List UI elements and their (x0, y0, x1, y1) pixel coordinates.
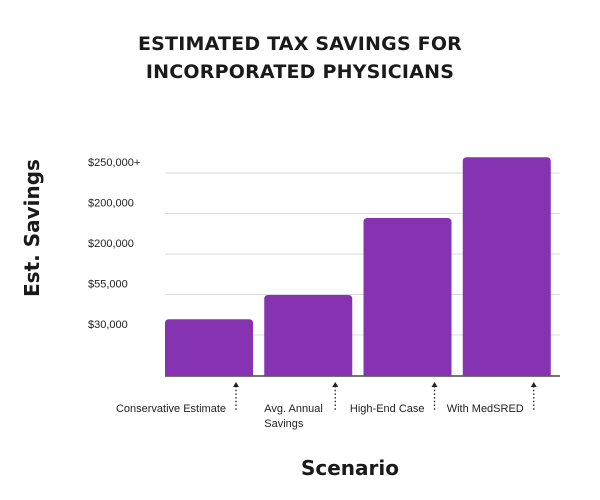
chart-title: ESTIMATED TAX SAVINGS FOR INCORPORATED P… (0, 30, 600, 86)
bar (165, 319, 253, 376)
category-arrow-head (233, 382, 239, 387)
y-tick-label: $55,000 (88, 279, 128, 291)
category-label: Conservative Estimate (116, 403, 226, 415)
y-tick-label: $200,000 (88, 198, 134, 210)
category-arrow-head (431, 382, 438, 387)
category-arrow-head (530, 382, 537, 387)
category-label: Savings (264, 418, 304, 430)
bar (264, 295, 353, 376)
y-tick-label: $200,000 (88, 238, 134, 250)
chart-title-line-2: INCORPORATED PHYSICIANS (145, 61, 455, 83)
category-label: High-End Case (350, 403, 425, 415)
category-label: With MedSRED (447, 403, 524, 415)
y-tick-label: $30,000 (88, 319, 128, 331)
bar (462, 157, 551, 376)
category-label: Avg. Annual (264, 403, 323, 415)
x-axis-label: Scenario (300, 456, 400, 480)
bar (363, 218, 452, 376)
chart-title-line-1: ESTIMATED TAX SAVINGS FOR (137, 33, 463, 55)
category-arrow-head (332, 382, 339, 387)
y-tick-label: $250,000+ (88, 157, 140, 169)
